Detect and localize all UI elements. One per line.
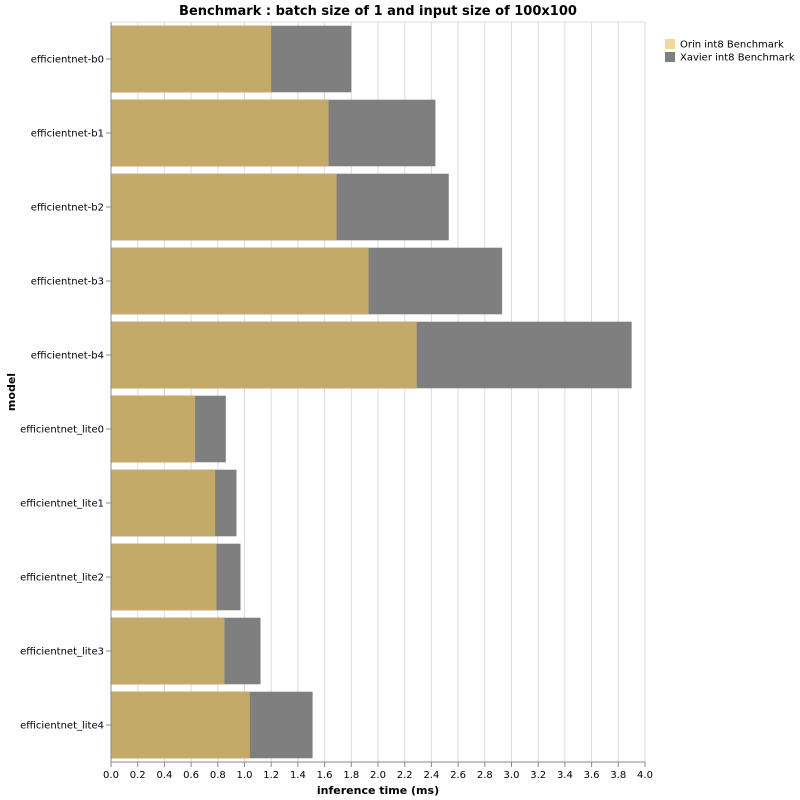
- x-tick-label: 3.0: [504, 770, 520, 781]
- bar-orin: [111, 617, 225, 685]
- x-tick-label: 2.2: [397, 770, 413, 781]
- x-tick-label: 0.8: [210, 770, 226, 781]
- x-tick-label: 1.2: [263, 770, 279, 781]
- x-tick-label: 2.6: [450, 770, 466, 781]
- x-tick-label: 0.4: [156, 770, 172, 781]
- x-tick-label: 1.4: [290, 770, 306, 781]
- bar-orin: [111, 173, 337, 241]
- x-tick-label: 3.2: [530, 770, 546, 781]
- y-tick-label: efficientnet-b4: [31, 351, 104, 362]
- legend-label: Orin int8 Benchmark: [680, 40, 784, 51]
- y-tick-label: efficientnet_lite0: [20, 425, 104, 436]
- legend-label: Xavier int8 Benchmark: [680, 53, 795, 64]
- x-tick-label: 3.6: [584, 770, 600, 781]
- y-tick-label: efficientnet-b1: [31, 129, 104, 140]
- bar-orin: [111, 25, 272, 93]
- bar-orin: [111, 99, 329, 167]
- legend-swatch: [665, 39, 675, 49]
- y-axis-ticks: efficientnet-b0 efficientnet-b1 efficientn…: [20, 55, 111, 732]
- y-tick-label: efficientnet-b0: [31, 55, 104, 66]
- y-tick-label: efficientnet_lite4: [20, 721, 104, 732]
- x-tick-label: 4.0: [637, 770, 653, 781]
- x-tick-label: 0.0: [103, 770, 119, 781]
- bar-orin: [111, 469, 216, 537]
- orin-bars: [111, 25, 417, 759]
- bar-orin: [111, 691, 250, 759]
- x-tick-label: 2.4: [423, 770, 439, 781]
- x-tick-label: 1.0: [237, 770, 253, 781]
- chart-title: Benchmark : batch size of 1 and input si…: [179, 4, 577, 19]
- y-tick-label: efficientnet_lite1: [20, 499, 104, 510]
- x-axis-title: inference time (ms): [317, 784, 439, 797]
- bar-orin: [111, 247, 369, 315]
- x-tick-label: 0.2: [130, 770, 146, 781]
- x-tick-label: 1.8: [343, 770, 359, 781]
- x-axis-ticks: 0.0 0.2 0.4 0.6 0.8 1.0 1.2 1.4 1.6 1.8 2.0 2.2 2.4 2…: [103, 762, 653, 781]
- y-tick-label: efficientnet-b2: [31, 203, 104, 214]
- bar-orin: [111, 395, 196, 463]
- bar-orin: [111, 543, 217, 611]
- x-tick-label: 3.8: [610, 770, 626, 781]
- legend-swatch: [665, 52, 675, 62]
- x-tick-label: 2.8: [477, 770, 493, 781]
- y-tick-label: efficientnet_lite2: [20, 573, 104, 584]
- x-tick-label: 3.4: [557, 770, 573, 781]
- x-tick-label: 1.6: [317, 770, 333, 781]
- bar-orin: [111, 321, 417, 389]
- legend: Orin int8 Benchmark Xavier int8 Benchmark: [665, 39, 795, 64]
- y-tick-label: efficientnet-b3: [31, 277, 104, 288]
- y-axis-title: model: [5, 373, 18, 411]
- x-tick-label: 0.6: [183, 770, 199, 781]
- y-tick-label: efficientnet_lite3: [20, 647, 104, 658]
- x-tick-label: 2.0: [370, 770, 386, 781]
